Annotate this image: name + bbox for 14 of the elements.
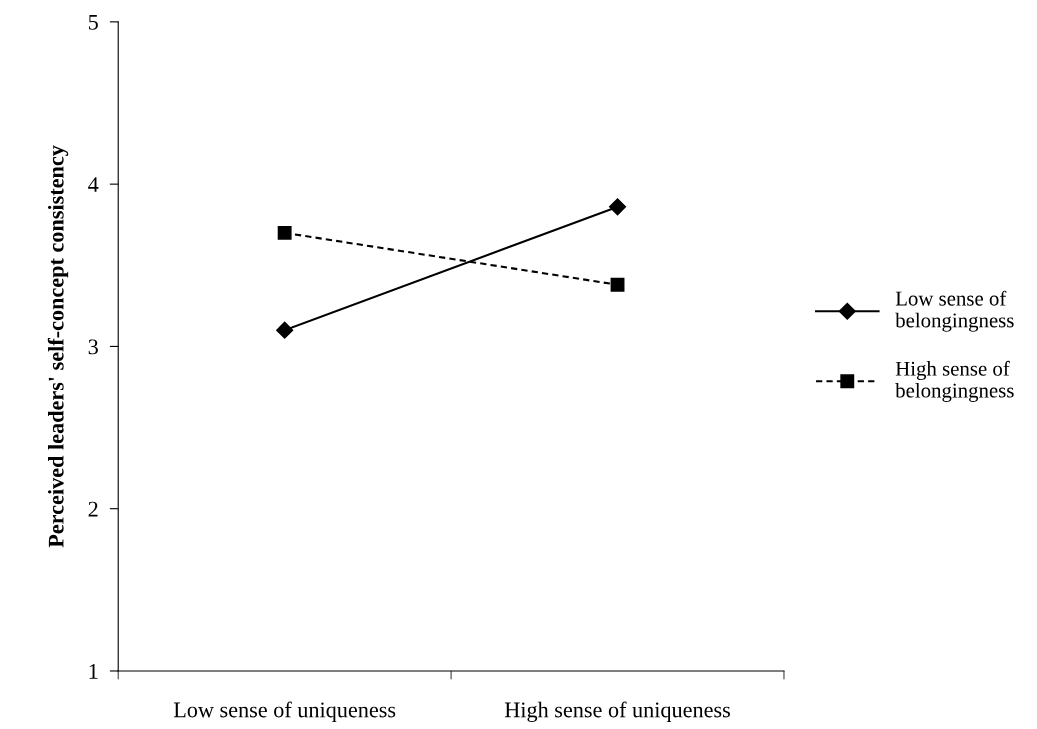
y-tick-label: 5 xyxy=(88,15,98,30)
y-tick-label: 4 xyxy=(88,177,99,192)
y-axis-title: Perceived leaders' self-concept consistency xyxy=(47,145,69,548)
x-tick-label: Low sense of uniqueness xyxy=(173,701,396,722)
point xyxy=(610,277,625,292)
legend-label: High sense of belongingness xyxy=(895,360,1014,402)
y-tick-label: 2 xyxy=(88,501,98,517)
point xyxy=(277,225,292,240)
point xyxy=(276,321,294,339)
x-tick-label: High sense of uniqueness xyxy=(504,701,730,722)
y-tick-label: 3 xyxy=(88,339,98,355)
y-tick-label: 1 xyxy=(89,664,98,679)
legend-label: Low sense of belongingness xyxy=(895,290,1014,332)
point xyxy=(608,198,627,216)
